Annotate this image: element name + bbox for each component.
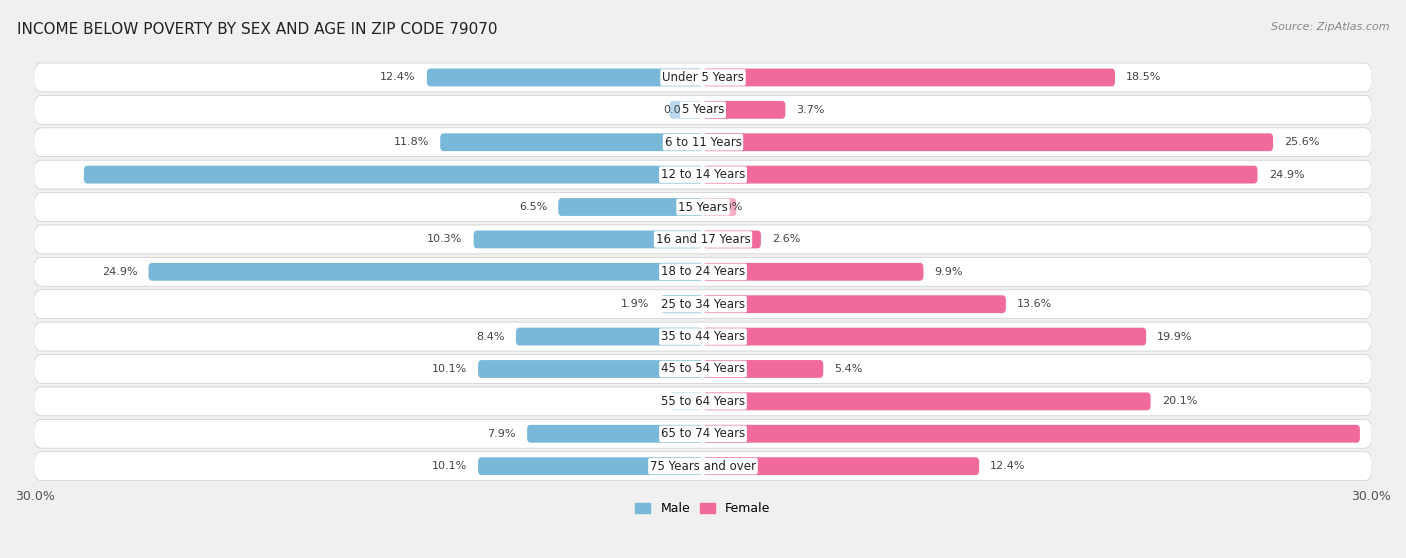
Text: 7.9%: 7.9% <box>488 429 516 439</box>
FancyBboxPatch shape <box>35 225 1371 254</box>
FancyBboxPatch shape <box>35 160 1371 189</box>
Text: 0.0%: 0.0% <box>664 396 692 406</box>
FancyBboxPatch shape <box>558 198 703 216</box>
FancyBboxPatch shape <box>703 166 1257 184</box>
FancyBboxPatch shape <box>478 360 703 378</box>
Text: 18.5%: 18.5% <box>1126 73 1161 83</box>
FancyBboxPatch shape <box>703 198 737 216</box>
Text: 24.9%: 24.9% <box>101 267 138 277</box>
FancyBboxPatch shape <box>35 420 1371 448</box>
Text: 35 to 44 Years: 35 to 44 Years <box>661 330 745 343</box>
Text: 75 Years and over: 75 Years and over <box>650 460 756 473</box>
Text: 29.5%: 29.5% <box>686 429 725 439</box>
FancyBboxPatch shape <box>661 295 703 313</box>
Text: 45 to 54 Years: 45 to 54 Years <box>661 363 745 376</box>
FancyBboxPatch shape <box>35 193 1371 222</box>
FancyBboxPatch shape <box>478 457 703 475</box>
FancyBboxPatch shape <box>474 230 703 248</box>
FancyBboxPatch shape <box>703 425 1360 442</box>
FancyBboxPatch shape <box>703 69 1115 86</box>
FancyBboxPatch shape <box>703 263 924 281</box>
Text: 65 to 74 Years: 65 to 74 Years <box>661 427 745 440</box>
FancyBboxPatch shape <box>703 457 979 475</box>
FancyBboxPatch shape <box>427 69 703 86</box>
FancyBboxPatch shape <box>703 295 1005 313</box>
FancyBboxPatch shape <box>703 392 1150 410</box>
Text: 10.1%: 10.1% <box>432 461 467 471</box>
Text: 9.9%: 9.9% <box>935 267 963 277</box>
Text: 20.1%: 20.1% <box>1161 396 1197 406</box>
FancyBboxPatch shape <box>149 263 703 281</box>
Text: 19.9%: 19.9% <box>1157 331 1192 341</box>
FancyBboxPatch shape <box>35 257 1371 286</box>
Text: 1.9%: 1.9% <box>621 299 650 309</box>
Text: Under 5 Years: Under 5 Years <box>662 71 744 84</box>
Legend: Male, Female: Male, Female <box>630 497 776 520</box>
Text: 11.8%: 11.8% <box>394 137 429 147</box>
Text: 12.4%: 12.4% <box>380 73 416 83</box>
FancyBboxPatch shape <box>527 425 703 442</box>
FancyBboxPatch shape <box>669 392 703 410</box>
FancyBboxPatch shape <box>84 166 703 184</box>
FancyBboxPatch shape <box>35 128 1371 157</box>
Text: 12.4%: 12.4% <box>990 461 1026 471</box>
Text: Source: ZipAtlas.com: Source: ZipAtlas.com <box>1271 22 1389 32</box>
Text: 6.5%: 6.5% <box>519 202 547 212</box>
Text: 8.4%: 8.4% <box>477 331 505 341</box>
Text: 5 Years: 5 Years <box>682 103 724 117</box>
FancyBboxPatch shape <box>516 328 703 345</box>
Text: 15 Years: 15 Years <box>678 200 728 214</box>
Text: 25 to 34 Years: 25 to 34 Years <box>661 298 745 311</box>
FancyBboxPatch shape <box>35 290 1371 319</box>
Text: 10.1%: 10.1% <box>432 364 467 374</box>
Text: 0.0%: 0.0% <box>714 202 742 212</box>
FancyBboxPatch shape <box>35 63 1371 92</box>
FancyBboxPatch shape <box>35 354 1371 383</box>
Text: 2.6%: 2.6% <box>772 234 800 244</box>
Text: 27.8%: 27.8% <box>681 170 720 180</box>
Text: 18 to 24 Years: 18 to 24 Years <box>661 265 745 278</box>
FancyBboxPatch shape <box>703 360 824 378</box>
Text: 24.9%: 24.9% <box>1268 170 1305 180</box>
FancyBboxPatch shape <box>35 322 1371 351</box>
FancyBboxPatch shape <box>703 101 786 119</box>
Text: 3.7%: 3.7% <box>797 105 825 115</box>
Text: 5.4%: 5.4% <box>834 364 863 374</box>
FancyBboxPatch shape <box>669 101 703 119</box>
Text: 0.0%: 0.0% <box>664 105 692 115</box>
Text: 10.3%: 10.3% <box>427 234 463 244</box>
Text: 13.6%: 13.6% <box>1017 299 1052 309</box>
Text: 12 to 14 Years: 12 to 14 Years <box>661 168 745 181</box>
Text: 16 and 17 Years: 16 and 17 Years <box>655 233 751 246</box>
FancyBboxPatch shape <box>35 452 1371 480</box>
Text: 6 to 11 Years: 6 to 11 Years <box>665 136 741 149</box>
FancyBboxPatch shape <box>35 95 1371 124</box>
FancyBboxPatch shape <box>35 387 1371 416</box>
Text: INCOME BELOW POVERTY BY SEX AND AGE IN ZIP CODE 79070: INCOME BELOW POVERTY BY SEX AND AGE IN Z… <box>17 22 498 37</box>
FancyBboxPatch shape <box>703 133 1272 151</box>
FancyBboxPatch shape <box>703 230 761 248</box>
Text: 55 to 64 Years: 55 to 64 Years <box>661 395 745 408</box>
FancyBboxPatch shape <box>703 328 1146 345</box>
FancyBboxPatch shape <box>440 133 703 151</box>
Text: 25.6%: 25.6% <box>1284 137 1320 147</box>
